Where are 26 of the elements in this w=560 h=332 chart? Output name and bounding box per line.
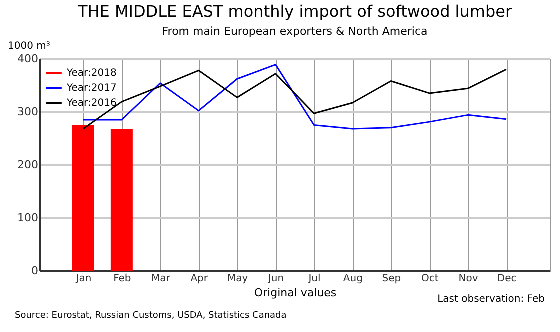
text: Last observation: Feb [438,294,545,305]
x-tick-label: Jul [308,274,321,284]
x-tick-label: Jan [75,274,92,284]
legend-label: Year:2017 [66,83,117,94]
x-tick-label: Nov [458,274,478,284]
y-tick-label: 300 [18,106,38,118]
x-tick-label: Jun [267,274,284,284]
y-tick-label: 200 [18,158,38,172]
x-tick-label: Dec [497,274,517,284]
x-tick-label: Oct [421,274,439,284]
y-tick-label: 400 [18,52,38,66]
legend-label: Year:2018 [66,68,117,79]
x-tick-label: Mar [151,274,172,284]
legend-label: Year:2016 [66,98,117,109]
x-tick-label: Apr [190,274,209,284]
y-axis-title: 1000 m³ [8,41,50,52]
source-note: Source: Eurostat, Russian Customs, USDA, Statistics Canada [15,311,287,321]
x-tick-label: Aug [343,274,363,284]
chart-subtitle: From main European exporters & North America [162,25,428,38]
y-tick-label: 100 [18,212,38,224]
chart-title: THE MIDDLE EAST monthly import of softwood lumber [76,2,512,21]
x-axis-title: Original values [254,286,337,300]
x-tick-label: Feb [114,274,132,284]
x-tick-label: May [227,274,248,284]
y-tick-label: 0 [32,264,38,278]
x-tick-label: Sep [382,274,402,284]
